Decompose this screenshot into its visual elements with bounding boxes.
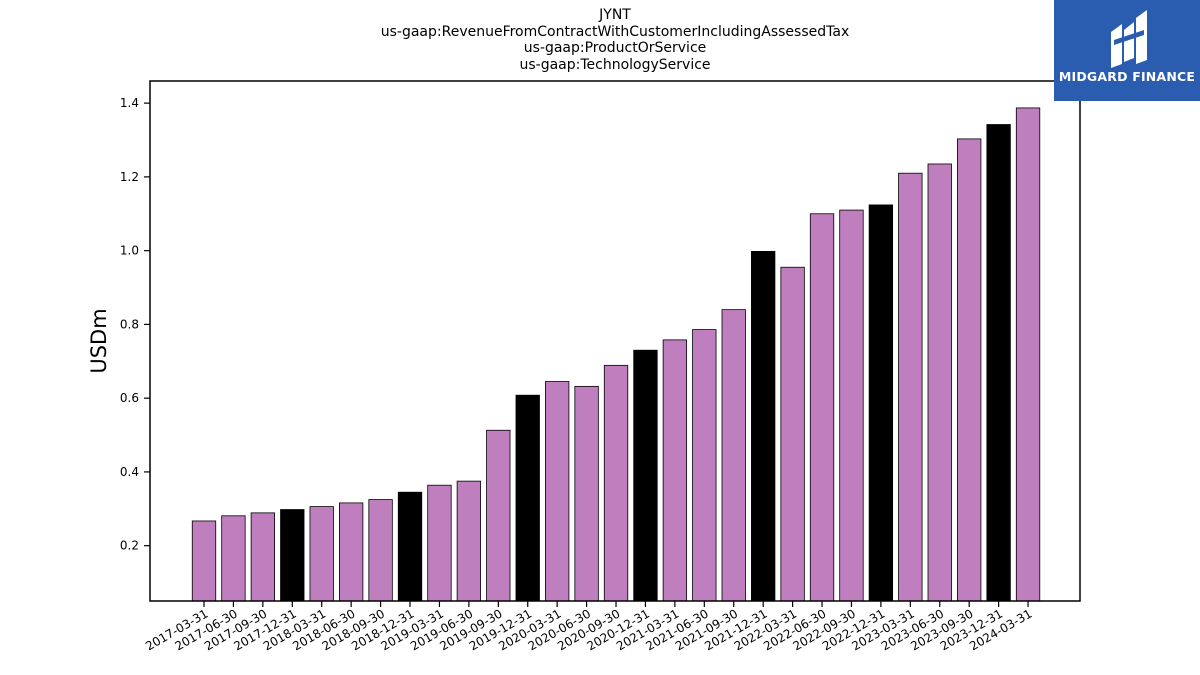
y-tick-label: 1.2 [120,170,139,184]
bar-2017-09-30 [250,512,276,602]
bar-2022-03-31 [780,266,805,602]
title-line-ticker: JYNT [599,7,631,23]
logo-text: MIDGARD FINANCE [1058,69,1196,84]
bar-2023-03-31 [898,172,923,602]
y-tick-label: 1.4 [120,96,139,110]
y-tick-label: 0.4 [120,465,139,479]
y-tick-label: 0.8 [120,317,139,331]
bar-2019-06-30 [456,480,482,602]
bar-2023-09-30 [957,138,982,602]
bar-2018-03-31 [309,506,334,602]
bar-2021-12-31 [751,250,776,602]
y-tick-label: 0.6 [120,391,139,405]
x-axis: 2017-03-312017-06-302017-09-302017-12-31… [143,601,1035,653]
y-tick-label: 1.0 [120,244,139,258]
midgard-finance-logo: MIDGARD FINANCE [1054,0,1200,101]
plot-frame [149,80,1081,602]
bars-group [191,107,1041,602]
bar-2021-09-30 [721,309,746,602]
bar-2019-09-30 [486,429,511,602]
title-line-axis: us-gaap:ProductOrService [523,40,707,56]
bar-2022-06-30 [809,213,835,602]
bar-2017-06-30 [221,515,246,602]
bar-2022-09-30 [839,209,864,602]
bar-2018-09-30 [368,499,393,602]
y-axis-label: USDm [87,308,111,373]
bar-2020-06-30 [574,385,599,602]
bar-2022-12-31 [868,204,894,602]
bar-2020-03-31 [545,381,570,602]
bar-2021-03-31 [662,339,688,602]
bar-2017-03-31 [191,520,217,602]
bar-2021-06-30 [692,329,717,602]
bar-2020-09-30 [603,364,629,602]
bar-2020-12-31 [633,349,658,602]
bar-2023-12-31 [986,124,1011,602]
y-axis: 0.2 0.4 0.6 0.8 1.0 1.2 1.4 [120,96,150,553]
chart-title: JYNT us-gaap:RevenueFromContractWithCust… [150,7,1080,73]
title-line-member: us-gaap:TechnologyService [519,56,711,73]
title-line-concept: us-gaap:RevenueFromContractWithCustomerI… [380,23,850,40]
bar-2018-06-30 [338,502,364,602]
y-tick-label: 0.2 [120,539,139,553]
bar-2017-12-31 [280,509,305,602]
bar-2019-12-31 [515,394,540,602]
logo-mark-icon [1111,10,1147,68]
bar-2018-12-31 [397,491,423,602]
bar-2023-06-30 [927,163,952,602]
bar-2019-03-31 [427,484,452,602]
bar-2024-03-31 [1015,107,1041,602]
